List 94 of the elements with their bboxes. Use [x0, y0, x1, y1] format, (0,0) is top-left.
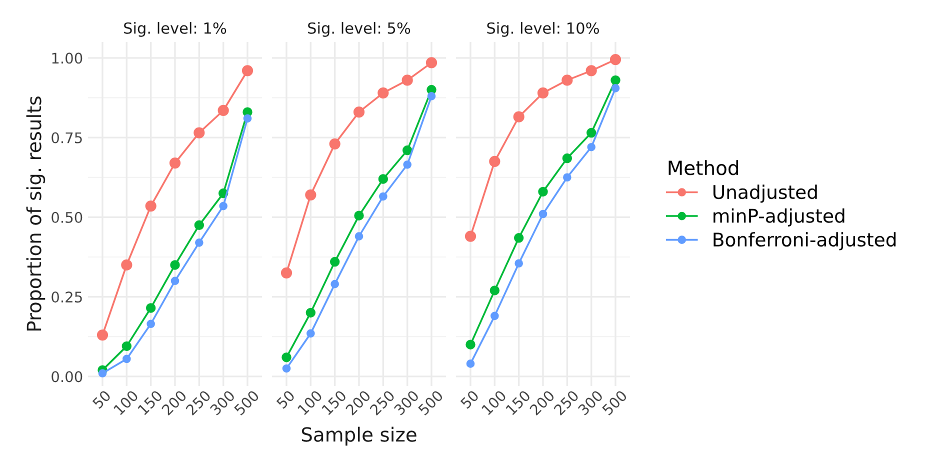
point	[330, 280, 339, 288]
point	[243, 114, 252, 123]
point	[282, 352, 292, 362]
point	[96, 329, 108, 341]
x-tick-label: 250	[553, 390, 580, 416]
point	[122, 341, 132, 352]
x-tick-label: 50	[92, 390, 112, 410]
point	[330, 256, 340, 267]
point	[466, 340, 476, 350]
point	[122, 354, 131, 364]
point	[403, 160, 412, 169]
x-tick-label: 300	[393, 390, 420, 416]
point	[146, 303, 156, 313]
y-axis-title: Proportion of sig. results	[26, 96, 46, 330]
x-tick-label: 300	[577, 390, 604, 416]
point	[586, 128, 596, 138]
point	[306, 329, 315, 338]
point	[610, 54, 622, 66]
y-tick-label: 0.25	[52, 292, 82, 303]
point	[466, 360, 475, 368]
point	[329, 138, 340, 150]
y-tick-label: 1.00	[52, 52, 82, 64]
point	[586, 65, 597, 76]
x-tick-label: 250	[185, 390, 212, 416]
y-tick-label: 0.50	[52, 212, 82, 223]
point	[194, 127, 205, 138]
point	[282, 364, 291, 373]
point	[379, 192, 388, 201]
legend-title: Method	[668, 160, 738, 176]
x-tick-label: 250	[369, 390, 396, 416]
chart-title: Sig. level: 10%	[487, 22, 599, 37]
point	[280, 267, 292, 278]
point	[218, 104, 229, 116]
point	[169, 157, 181, 169]
x-tick-label: 100	[297, 390, 323, 416]
point	[195, 238, 204, 247]
x-tick-label: 200	[161, 390, 188, 416]
point	[219, 202, 228, 210]
chart-title: Sig. level: 1%	[124, 22, 226, 37]
x-tick-label: 300	[209, 390, 236, 416]
x-tick-label: 50	[276, 390, 296, 410]
y-tick-label: 0.75	[52, 132, 82, 144]
legend-label: minP-adjusted	[714, 208, 844, 226]
point	[489, 156, 500, 167]
point	[242, 65, 254, 76]
point	[170, 276, 180, 286]
y-tick-label: 0.00	[52, 371, 82, 382]
x-tick-label: 500	[234, 390, 260, 416]
point	[354, 232, 364, 240]
x-tick-label: 200	[345, 390, 372, 416]
point	[490, 312, 499, 320]
point	[305, 189, 316, 200]
x-tick-label: 150	[505, 390, 531, 416]
x-tick-label: 150	[137, 390, 163, 416]
point	[610, 75, 620, 86]
point	[611, 84, 620, 92]
point	[378, 174, 388, 184]
point	[146, 320, 155, 328]
x-axis-title: Sample size	[302, 426, 416, 446]
point	[514, 259, 523, 268]
point	[538, 186, 548, 197]
legend-label: Bonferroni-adjusted	[714, 232, 896, 250]
point	[194, 220, 204, 230]
point	[537, 87, 549, 99]
point	[562, 74, 573, 86]
point	[464, 230, 476, 242]
x-tick-label: 500	[418, 390, 444, 416]
x-tick-label: 500	[602, 390, 628, 416]
point	[353, 106, 365, 118]
point	[563, 173, 572, 182]
point	[538, 210, 548, 218]
chart-title: Sig. level: 5%	[308, 22, 410, 37]
point	[306, 308, 316, 318]
point	[587, 142, 596, 152]
x-tick-label: 200	[529, 390, 556, 416]
point	[513, 111, 524, 122]
point	[562, 153, 572, 164]
x-tick-label: 150	[321, 390, 347, 416]
x-tick-label: 50	[460, 390, 480, 410]
point	[427, 92, 436, 100]
point	[378, 87, 389, 99]
point	[402, 145, 412, 156]
point	[514, 233, 524, 243]
point	[98, 369, 107, 378]
x-tick-label: 100	[481, 390, 507, 416]
point	[402, 74, 413, 86]
point	[354, 210, 364, 220]
point	[426, 57, 438, 68]
x-tick-label: 100	[113, 390, 139, 416]
legend-label: Unadjusted	[714, 184, 817, 203]
point	[170, 260, 180, 270]
point	[145, 200, 156, 212]
point	[121, 259, 132, 271]
point	[490, 286, 500, 296]
